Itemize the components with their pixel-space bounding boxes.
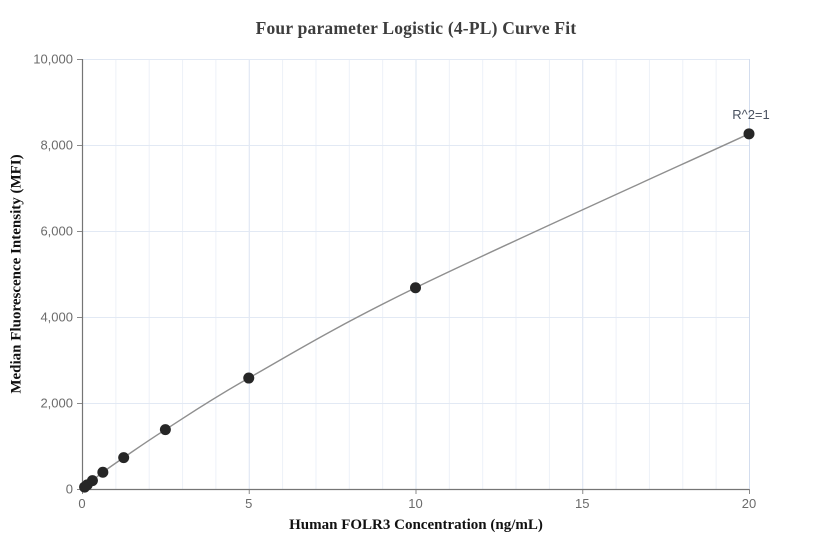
data-point bbox=[86, 475, 98, 487]
data-points bbox=[79, 128, 755, 493]
axis-ticks bbox=[77, 59, 750, 494]
chart-title: Four parameter Logistic (4-PL) Curve Fit bbox=[255, 18, 577, 38]
x-tick-label: 20 bbox=[742, 496, 756, 511]
gridlines bbox=[82, 59, 750, 489]
axis-lines bbox=[81, 59, 749, 491]
x-tick-label: 0 bbox=[78, 496, 85, 511]
y-tick-label: 0 bbox=[66, 482, 73, 497]
r-squared-annotation: R^2=1 bbox=[732, 106, 770, 122]
data-point bbox=[243, 372, 255, 384]
data-point bbox=[97, 466, 109, 478]
x-tick-label: 10 bbox=[408, 496, 422, 511]
y-tick-label: 2,000 bbox=[40, 396, 73, 411]
y-tick-label: 4,000 bbox=[40, 310, 73, 325]
y-tick-label: 8,000 bbox=[40, 138, 73, 153]
tick-labels: 0 2,000 4,000 6,000 8,000 10,000 0 5 10 15 20 bbox=[33, 52, 756, 512]
x-axis-label: Human FOLR3 Concentration (ng/mL) bbox=[289, 517, 543, 533]
data-point bbox=[118, 452, 130, 464]
x-tick-label: 5 bbox=[245, 496, 252, 511]
data-point bbox=[159, 424, 171, 436]
data-point bbox=[743, 128, 755, 140]
data-point bbox=[410, 282, 421, 294]
y-tick-label: 10,000 bbox=[33, 52, 73, 67]
x-tick-label: 15 bbox=[575, 496, 589, 511]
y-tick-label: 6,000 bbox=[40, 224, 73, 239]
